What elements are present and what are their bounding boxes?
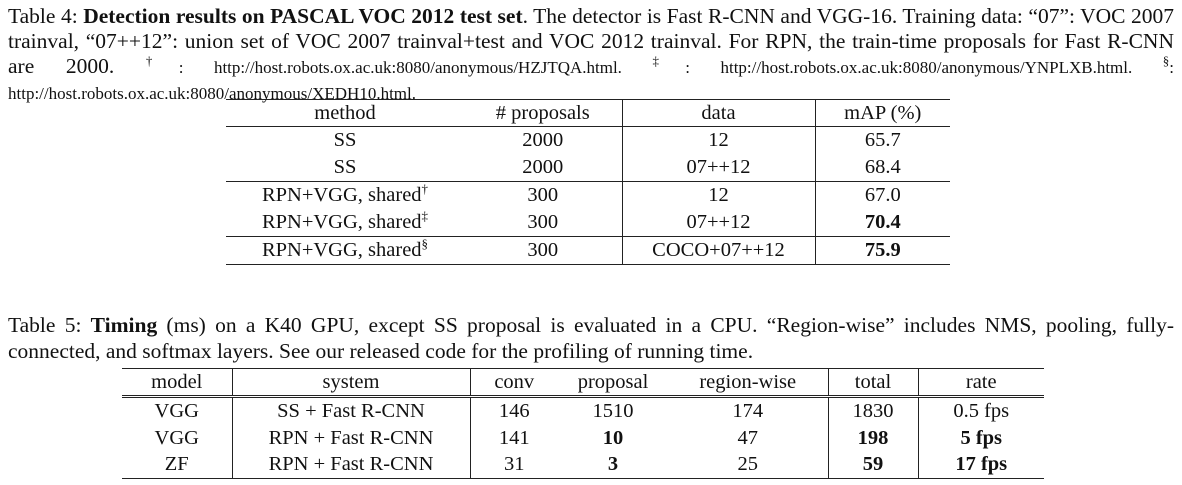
timing-table: model system conv proposal region-wise t…	[122, 368, 1044, 479]
region-wise-cell: 47	[668, 424, 829, 451]
method-cell: SS	[226, 127, 464, 155]
table5-caption-text: (ms) on a K40 GPU, except SS proposal is…	[8, 313, 1174, 363]
system-cell: SS + Fast R-CNN	[232, 396, 471, 425]
method-cell: SS	[226, 154, 464, 182]
column-header: # proposals	[464, 99, 623, 127]
map-cell: 70.4	[864, 211, 901, 233]
footnote-mark: ‡	[421, 208, 429, 224]
method-name: SS	[333, 129, 357, 151]
method-name: RPN+VGG, shared	[261, 184, 422, 206]
column-header: region-wise	[668, 368, 829, 397]
proposal-cell: 1510	[592, 400, 634, 422]
map-cell: 75.9	[864, 239, 901, 261]
footnote-mark: †	[421, 181, 429, 197]
table-row: VGG SS + Fast R-CNN 146 1510 174 1830 0.5 fps	[122, 396, 1044, 425]
proposals-cell: 2000	[464, 126, 623, 154]
table5-caption: Table 5: Timing (ms) on a K40 GPU, excep…	[8, 312, 1174, 364]
total-cell: 1830	[828, 396, 919, 425]
method-name: RPN+VGG, shared	[261, 239, 422, 261]
data-cell: COCO+07++12	[622, 236, 816, 265]
method-cell: RPN+VGG, shared‡	[226, 209, 464, 237]
footnote-mark-dagger: †	[145, 52, 179, 68]
method-name: SS	[333, 156, 357, 178]
model-cell: VGG	[122, 396, 233, 425]
model-cell: ZF	[122, 451, 233, 478]
region-wise-cell: 174	[668, 396, 829, 425]
table-header-row: method # proposals data mAP (%)	[226, 99, 950, 127]
method-cell: RPN+VGG, shared§	[226, 237, 464, 265]
table-row: SS 2000 07++12 68.4	[226, 154, 950, 182]
map-cell: 65.7	[864, 129, 901, 151]
detection-results-table: method # proposals data mAP (%) SS 2000 12…	[226, 99, 950, 265]
data-cell: 07++12	[622, 154, 816, 182]
table-row: RPN+VGG, shared§ 300 COCO+07++12 75.9	[226, 236, 950, 265]
map-cell: 68.4	[864, 156, 901, 178]
table4-caption-label: Table 4:	[8, 4, 84, 28]
total-cell: 59	[828, 451, 919, 478]
map-cell: 67.0	[864, 184, 901, 206]
proposals-cell: 300	[464, 236, 623, 265]
footnote-url-3: : http://host.robots.ox.ac.uk:8080/anony…	[8, 58, 1175, 103]
column-header: proposal	[577, 371, 649, 393]
system-cell: RPN + Fast R-CNN	[232, 451, 471, 478]
column-header: system	[232, 368, 471, 397]
method-name: RPN+VGG, shared	[261, 211, 422, 233]
data-cell: 07++12	[622, 209, 816, 237]
conv-cell: 31	[504, 453, 525, 475]
table5-caption-title: Timing	[90, 313, 158, 337]
data-cell: 12	[622, 126, 816, 154]
rate-cell: 17 fps	[955, 453, 1008, 475]
conv-cell: 141	[498, 426, 530, 449]
table-row: RPN+VGG, shared‡ 300 07++12 70.4	[226, 209, 950, 237]
rate-cell: 5 fps	[960, 426, 1003, 449]
conv-cell: 146	[498, 400, 530, 422]
footnote-mark: §	[421, 236, 429, 252]
footnote-mark-section: §	[1162, 52, 1170, 68]
model-cell: VGG	[122, 424, 233, 451]
method-cell: RPN+VGG, shared†	[226, 182, 464, 210]
table-row: RPN+VGG, shared† 300 12 67.0	[226, 181, 950, 210]
table-row: SS 2000 12 65.7	[226, 126, 950, 155]
data-cell: 12	[622, 181, 816, 209]
table-row: ZF RPN + Fast R-CNN 31 3 25 59 17 fps	[122, 451, 1044, 478]
table5-caption-label: Table 5:	[8, 313, 91, 337]
rate-cell: 0.5 fps	[953, 400, 1010, 422]
proposals-cell: 2000	[464, 154, 623, 182]
proposal-cell: 3	[607, 453, 619, 475]
table4-caption: Table 4: Detection results on PASCAL VOC…	[8, 4, 1174, 106]
footnote-url-2: : http://host.robots.ox.ac.uk:8080/anony…	[685, 58, 1163, 77]
system-cell: RPN + Fast R-CNN	[232, 424, 471, 451]
column-header: total	[828, 368, 919, 397]
column-header: model	[122, 368, 233, 397]
footnote-url-1: : http://host.robots.ox.ac.uk:8080/anony…	[178, 58, 653, 77]
total-cell: 198	[828, 424, 919, 451]
footnote-mark-ddagger: ‡	[652, 52, 686, 68]
proposals-cell: 300	[464, 181, 623, 209]
column-header: data	[622, 99, 816, 127]
column-header: mAP (%)	[844, 102, 922, 124]
table-header-row: model system conv proposal region-wise t…	[122, 368, 1044, 397]
region-wise-cell: 25	[668, 451, 829, 478]
table-row: VGG RPN + Fast R-CNN 141 10 47 198 5 fps	[122, 424, 1044, 451]
column-header: rate	[965, 371, 997, 393]
table4-caption-text: . The detector is Fast R-CNN and VGG-16.…	[8, 4, 1174, 78]
table4-caption-title: Detection results on PASCAL VOC 2012 tes…	[83, 4, 523, 28]
proposal-cell: 10	[602, 426, 624, 449]
column-header: method	[314, 102, 376, 124]
column-header: conv	[494, 371, 535, 393]
proposals-cell: 300	[464, 209, 623, 237]
